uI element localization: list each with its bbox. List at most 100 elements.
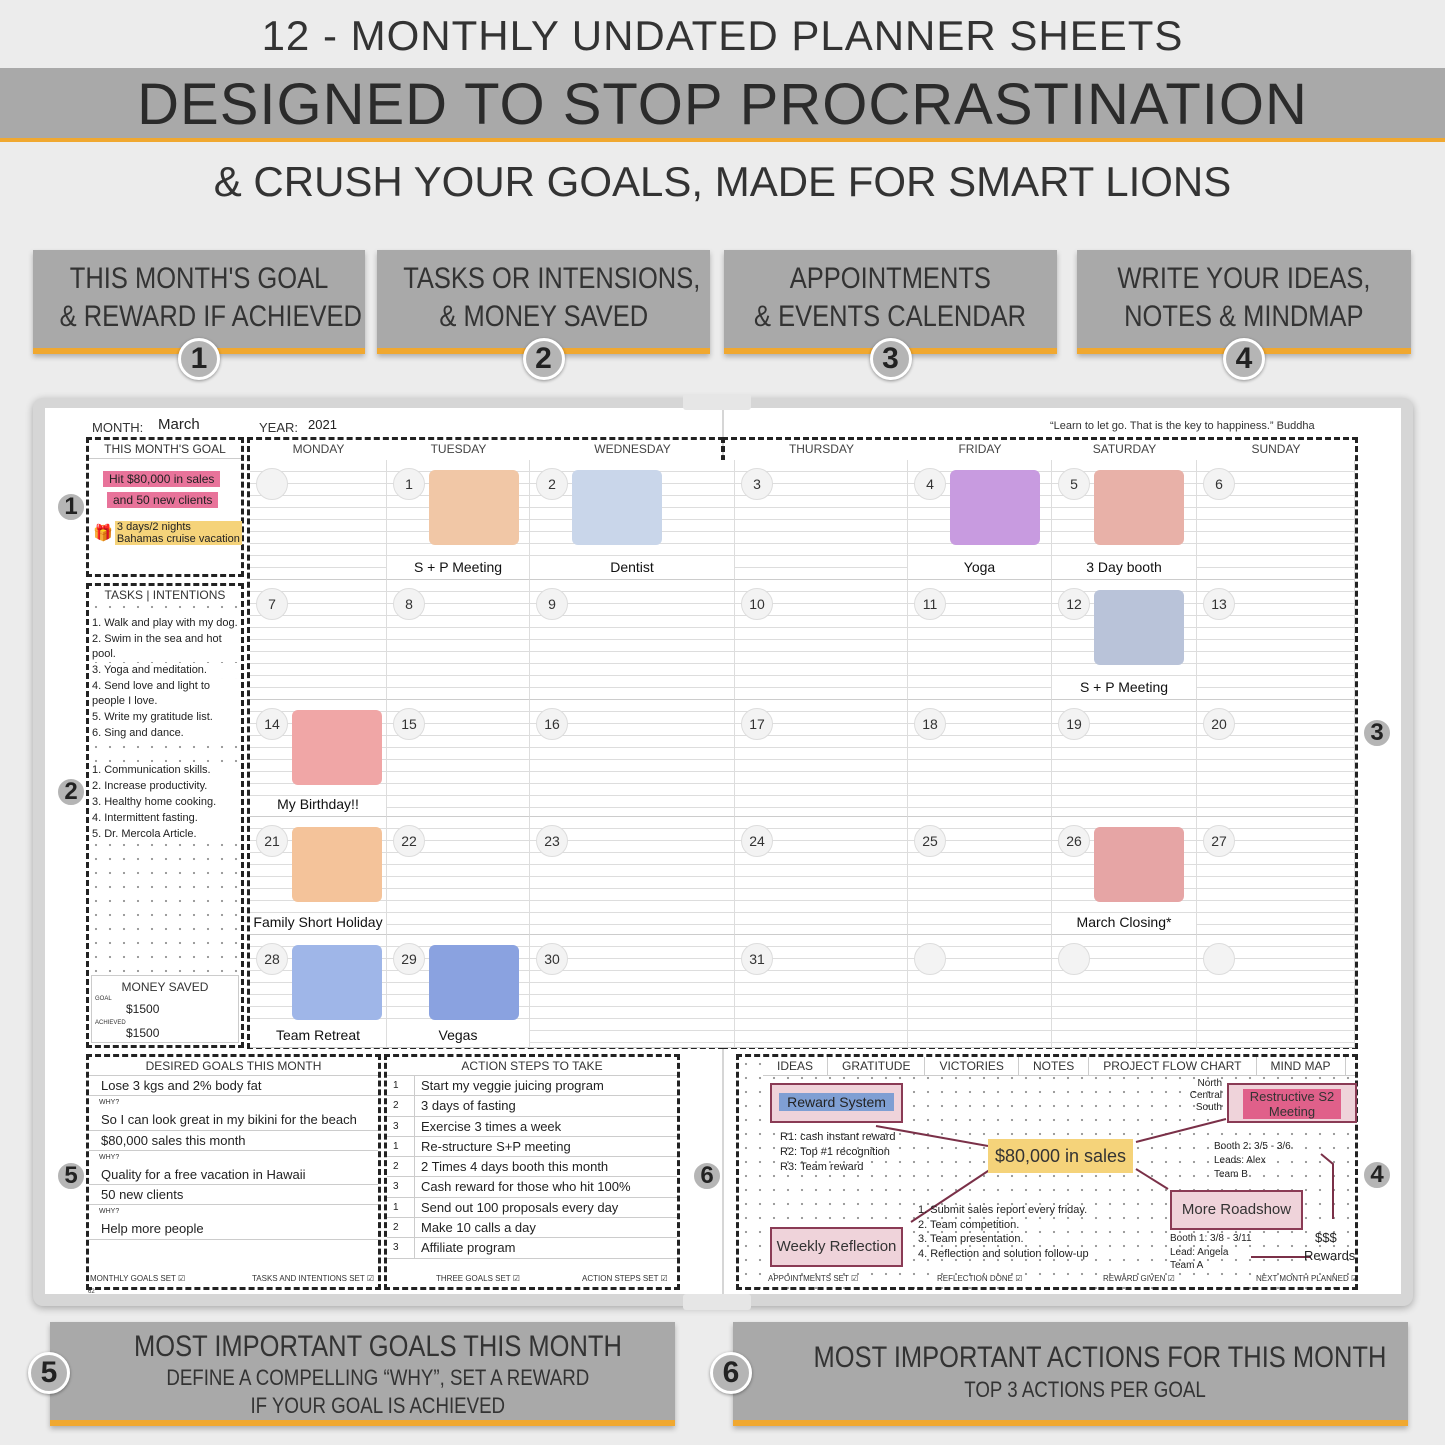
- calendar-day-cell[interactable]: 14 My Birthday!!: [250, 700, 387, 817]
- event-label[interactable]: Team Retreat: [250, 1027, 386, 1043]
- why-answer[interactable]: Quality for a free vacation in Hawaii: [89, 1165, 378, 1186]
- calendar-day-cell[interactable]: 10: [735, 580, 908, 700]
- marker-3: 3: [1362, 718, 1392, 748]
- check-reflection[interactable]: REFLECTION DONE ☑: [937, 1274, 1023, 1283]
- tab-victories[interactable]: VICTORIES: [925, 1057, 1019, 1075]
- tab-gratitude[interactable]: GRATITUDE: [828, 1057, 926, 1075]
- calendar-day-cell[interactable]: 23: [530, 817, 735, 935]
- check-three-goals[interactable]: THREE GOALS SET ☑: [436, 1274, 520, 1283]
- event-label[interactable]: Dentist: [530, 559, 734, 575]
- day-number: 30: [536, 943, 568, 975]
- calendar-day-cell[interactable]: 31: [735, 935, 908, 1048]
- desired-title: DESIRED GOALS THIS MONTH: [89, 1057, 378, 1076]
- footer-label: REFLECTION DONE: [937, 1274, 1014, 1283]
- calendar-day-cell[interactable]: 27: [1197, 817, 1355, 935]
- year-value[interactable]: 2021: [308, 417, 337, 432]
- calendar-day-cell[interactable]: 18: [908, 700, 1052, 817]
- intention-item[interactable]: 3. Healthy home cooking.: [92, 795, 241, 810]
- calendar-day-cell[interactable]: 25: [908, 817, 1052, 935]
- calendar-day-cell[interactable]: 1 S + P Meeting: [387, 460, 530, 580]
- achieved-value[interactable]: $1500: [126, 1026, 160, 1040]
- calendar-day-cell[interactable]: 12 S + P Meeting: [1052, 580, 1197, 700]
- month-value[interactable]: March: [158, 416, 200, 433]
- event-label[interactable]: March Closing*: [1052, 914, 1196, 930]
- event-label[interactable]: 3 Day booth: [1052, 559, 1196, 575]
- calendar-day-cell[interactable]: [1052, 935, 1197, 1048]
- callout-number-2: 2: [522, 338, 565, 380]
- calendar-day-cell[interactable]: 24: [735, 817, 908, 935]
- why-answer[interactable]: So I can look great in my bikini for the…: [89, 1110, 378, 1131]
- task-item[interactable]: 3. Yoga and meditation.: [92, 663, 241, 678]
- binding-clip: [683, 1294, 751, 1310]
- event-label[interactable]: S + P Meeting: [1052, 679, 1196, 695]
- calendar-day-cell[interactable]: 9: [530, 580, 735, 700]
- task-item[interactable]: 5. Write my gratitude list.: [92, 710, 241, 725]
- action-text: Start my veggie juicing program: [421, 1078, 604, 1093]
- tab-ideas[interactable]: IDEAS: [763, 1057, 829, 1075]
- intention-item[interactable]: 1. Communication skills.: [92, 763, 241, 778]
- calendar-day-cell[interactable]: 7: [250, 580, 387, 700]
- event-label[interactable]: Vegas: [387, 1027, 529, 1043]
- note-line: 4. Reflection and solution follow-up: [918, 1247, 1089, 1260]
- marker-6: 6: [692, 1161, 722, 1191]
- intention-item[interactable]: 4. Intermittent fasting.: [92, 811, 241, 826]
- goal-item[interactable]: $80,000 sales this month: [89, 1131, 378, 1151]
- calendar-day-cell[interactable]: 21 Family Short Holiday: [250, 817, 387, 935]
- calendar-day-cell[interactable]: 4 Yoga: [908, 460, 1052, 580]
- calendar-day-cell[interactable]: 26 March Closing*: [1052, 817, 1197, 935]
- tab-notes[interactable]: NOTES: [1019, 1057, 1090, 1075]
- goal-value[interactable]: $1500: [126, 1002, 160, 1016]
- why-answer[interactable]: Help more people: [89, 1219, 378, 1240]
- calendar-day-cell[interactable]: 19: [1052, 700, 1197, 817]
- calendar-day-cell[interactable]: [908, 935, 1052, 1048]
- action-item[interactable]: 3 Cash reward for those who hit 100%: [387, 1177, 677, 1198]
- calendar-day-cell[interactable]: 8: [387, 580, 530, 700]
- task-item[interactable]: 6. Sing and dance.: [92, 726, 241, 741]
- calendar-day-cell[interactable]: 2 Dentist: [530, 460, 735, 580]
- calendar-day-cell[interactable]: 17: [735, 700, 908, 817]
- check-tasks-intentions[interactable]: TASKS AND INTENTIONS SET ☑: [252, 1274, 375, 1283]
- calendar-day-cell[interactable]: 20: [1197, 700, 1355, 817]
- event-label[interactable]: Yoga: [908, 559, 1051, 575]
- calendar-day-cell[interactable]: 29 Vegas: [387, 935, 530, 1048]
- calendar-day-cell[interactable]: 3: [735, 460, 908, 580]
- calendar-day-cell[interactable]: 11: [908, 580, 1052, 700]
- action-item[interactable]: 1 Re-structure S+P meeting: [387, 1136, 677, 1158]
- calendar-day-cell[interactable]: [250, 460, 387, 580]
- action-item[interactable]: 2 Make 10 calls a day: [387, 1218, 677, 1239]
- calendar-day-cell[interactable]: 22: [387, 817, 530, 935]
- check-reward[interactable]: REWARD GIVEN ☑: [1103, 1274, 1175, 1283]
- tab-mind-map[interactable]: MIND MAP: [1257, 1057, 1346, 1075]
- action-item[interactable]: 2 2 Times 4 days booth this month: [387, 1157, 677, 1178]
- calendar-day-cell[interactable]: 15: [387, 700, 530, 817]
- calendar-day-cell[interactable]: 5 3 Day booth: [1052, 460, 1197, 580]
- calendar-day-cell[interactable]: 30: [530, 935, 735, 1048]
- calendar-day-cell[interactable]: 16: [530, 700, 735, 817]
- day-number: 18: [914, 708, 946, 740]
- check-action-steps[interactable]: ACTION STEPS SET ☑: [582, 1274, 668, 1283]
- task-item[interactable]: 1. Walk and play with my dog.: [92, 616, 241, 631]
- calendar-day-cell[interactable]: 28 Team Retreat: [250, 935, 387, 1048]
- action-item[interactable]: 2 3 days of fasting: [387, 1096, 677, 1117]
- task-item[interactable]: 2. Swim in the sea and hot pool.: [92, 632, 241, 662]
- check-next-month[interactable]: NEXT MONTH PLANNED ☑: [1256, 1274, 1359, 1283]
- roadshow-node: More Roadshow: [1170, 1190, 1303, 1230]
- calendar-day-cell[interactable]: [1197, 935, 1355, 1048]
- task-item[interactable]: 4. Send love and light to people I love.: [92, 679, 241, 709]
- check-appointments[interactable]: APPOINTMENTS SET ☑: [768, 1274, 859, 1283]
- action-item[interactable]: 1 Start my veggie juicing program: [387, 1076, 677, 1097]
- event-label[interactable]: My Birthday!!: [250, 796, 386, 812]
- event-label[interactable]: Family Short Holiday: [250, 914, 386, 930]
- calendar-day-cell[interactable]: 6: [1197, 460, 1355, 580]
- tab-project-flow-chart[interactable]: PROJECT FLOW CHART: [1089, 1057, 1257, 1075]
- calendar-day-cell[interactable]: 13: [1197, 580, 1355, 700]
- event-label[interactable]: S + P Meeting: [387, 559, 529, 575]
- intention-item[interactable]: 5. Dr. Mercola Article.: [92, 827, 241, 842]
- check-monthly-goals[interactable]: MONTHLY GOALS SET ☑: [90, 1274, 186, 1283]
- intention-item[interactable]: 2. Increase productivity.: [92, 779, 241, 794]
- action-item[interactable]: 1 Send out 100 proposals every day: [387, 1197, 677, 1219]
- action-item[interactable]: 3 Exercise 3 times a week: [387, 1116, 677, 1137]
- goal-item[interactable]: Lose 3 kgs and 2% body fat: [89, 1076, 378, 1097]
- action-item[interactable]: 3 Affiliate program: [387, 1238, 677, 1259]
- goal-item[interactable]: 50 new clients: [89, 1185, 378, 1206]
